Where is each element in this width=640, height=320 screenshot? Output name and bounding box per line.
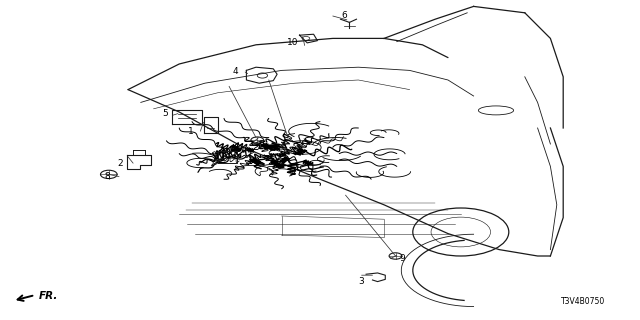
Text: 8: 8 [105,172,110,181]
Text: 9: 9 [259,140,264,149]
Text: 3: 3 [359,277,364,286]
Text: 4: 4 [233,68,238,76]
Text: T3V4B0750: T3V4B0750 [561,297,605,306]
Text: FR.: FR. [38,291,58,301]
Text: 7: 7 [212,156,217,164]
Text: 9: 9 [399,254,404,263]
Text: 1: 1 [188,127,193,136]
Text: 10: 10 [287,38,299,47]
Text: 2: 2 [118,159,123,168]
Text: 5: 5 [163,109,168,118]
Text: 6: 6 [342,12,347,20]
